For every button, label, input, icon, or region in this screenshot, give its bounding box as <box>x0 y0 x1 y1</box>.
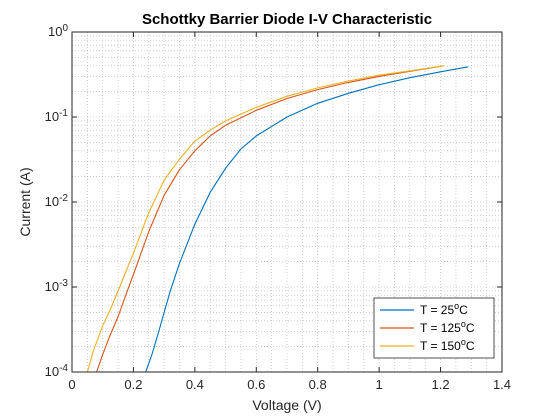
y-tick-label: 10-2 <box>45 193 69 210</box>
y-tick-label: 10-1 <box>45 108 69 125</box>
x-tick-label: 1.4 <box>493 377 511 392</box>
y-tick-label: 10-3 <box>45 278 69 295</box>
y-tick-label: 10-4 <box>45 363 69 380</box>
series-line <box>86 65 444 373</box>
x-tick-label: 0.2 <box>124 377 142 392</box>
chart-title: Schottky Barrier Diode I-V Characteristi… <box>142 11 432 28</box>
x-tick-label: 0.6 <box>247 377 265 392</box>
legend-entry: T = 150oC <box>420 337 475 353</box>
x-tick-label: 1 <box>376 377 383 392</box>
legend-entry: T = 25oC <box>420 301 468 317</box>
y-tick-label: 100 <box>48 23 68 40</box>
axes: 0 0.2 0.4 0.6 0.8 1 1.2 1.4 10-4 10-3 10-2 10-1 100 <box>45 23 511 393</box>
series-line <box>145 66 469 373</box>
x-tick-label: 1.2 <box>432 377 450 392</box>
legend-entry: T = 125oC <box>420 319 475 335</box>
x-tick-label: 0.4 <box>186 377 204 392</box>
x-axis-label: Voltage (V) <box>252 397 321 413</box>
x-tick-label: 0.8 <box>309 377 327 392</box>
x-tick-label: 0 <box>68 377 75 392</box>
series-line <box>96 65 444 373</box>
legend: T = 25oC T = 125oC T = 150oC <box>373 297 495 359</box>
series-lines <box>86 65 469 373</box>
y-axis-label: Current (A) <box>17 167 33 236</box>
